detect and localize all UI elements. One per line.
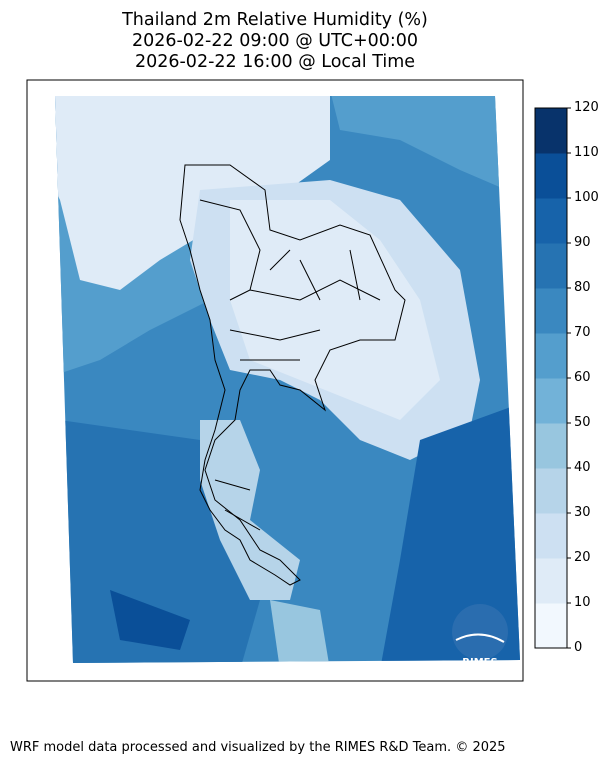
colorbar-tick-label: 40 [574,460,591,475]
colorbar-level [535,153,567,199]
colorbar-tick-label: 120 [574,100,599,115]
colorbar-tick-label: 100 [574,190,599,205]
colorbar-tick-label: 90 [574,235,591,250]
colorbar-level [535,468,567,514]
colorbar-level [535,423,567,469]
colorbar-tick-label: 50 [574,415,591,430]
colorbar-tick-label: 20 [574,550,591,565]
colorbar-level [535,333,567,379]
colorbar-level [535,288,567,334]
colorbar-tick-label: 70 [574,325,591,340]
utc-time: 2026-02-22 09:00 @ UTC+00:00 [131,31,419,51]
colorbar-tick-label: 110 [574,145,599,160]
colorbar-level [535,198,567,244]
colorbar-level [535,378,567,424]
local-time: 2026-02-22 16:00 @ Local Time [134,52,416,72]
colorbar-frame [534,107,568,649]
province-boundaries [179,164,406,586]
map-title: Thailand 2m Relative Humidity (%) [122,10,428,30]
humidity-field [55,96,520,663]
rimes-logo: RIMES [452,604,508,668]
colorbar-tick-label: 0 [574,640,583,655]
logo-text: RIMES [462,657,497,668]
colorbar-tick-label: 80 [574,280,591,295]
colorbar-level [535,513,567,559]
map-frame [26,79,524,682]
footer-credit: WRF model data processed and visualized … [10,740,506,755]
colorbar [535,107,571,649]
colorbar-tick-label: 30 [574,505,591,520]
colorbar-level [535,243,567,289]
colorbar-level [535,108,567,154]
colorbar-level [535,558,567,604]
colorbar-level [535,603,567,649]
colorbar-tick-label: 10 [574,595,591,610]
colorbar-tick-label: 60 [574,370,591,385]
